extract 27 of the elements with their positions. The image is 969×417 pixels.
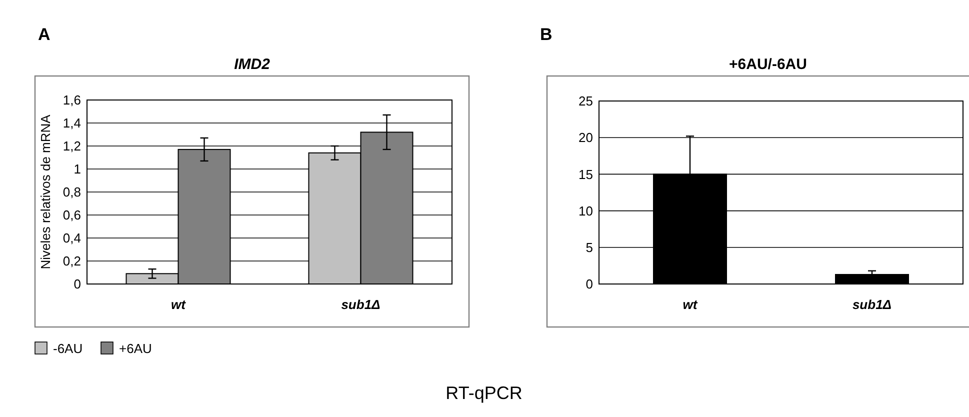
legend-label: -6AU [53, 341, 83, 356]
chart-title: +6AU/-6AU [729, 56, 807, 73]
y-tick-label: 1,4 [62, 116, 81, 131]
y-axis-title: Niveles relativos de mRNA [38, 114, 53, 270]
y-tick-label: 0 [586, 276, 593, 292]
legend-label: +6AU [119, 341, 152, 356]
y-tick-label: 1 [74, 162, 81, 177]
y-tick-label: 0,4 [62, 230, 81, 246]
y-tick-label: 25 [578, 94, 593, 109]
y-tick-label: 10 [578, 203, 593, 218]
y-tick-label: 15 [578, 166, 593, 182]
y-tick-label: 0,8 [62, 184, 81, 200]
y-tick-label: 0,2 [62, 254, 81, 269]
text: RT-qPCR [446, 383, 522, 403]
x-tick-label: wt [682, 297, 698, 312]
x-tick-label: sub1Δ [341, 297, 381, 312]
y-tick-label: 1,6 [62, 92, 81, 108]
x-tick-label: sub1Δ [852, 297, 892, 312]
x-tick-label: wt [171, 297, 186, 312]
y-tick-label: 20 [578, 130, 593, 146]
y-tick-label: 1,2 [62, 138, 81, 154]
y-tick-label: 5 [586, 240, 593, 255]
chart-title: IMD2 [234, 56, 271, 73]
text: A [38, 25, 50, 44]
y-tick-label: 0,6 [62, 208, 81, 223]
text: B [540, 25, 552, 44]
y-tick-label: 0 [74, 276, 81, 292]
